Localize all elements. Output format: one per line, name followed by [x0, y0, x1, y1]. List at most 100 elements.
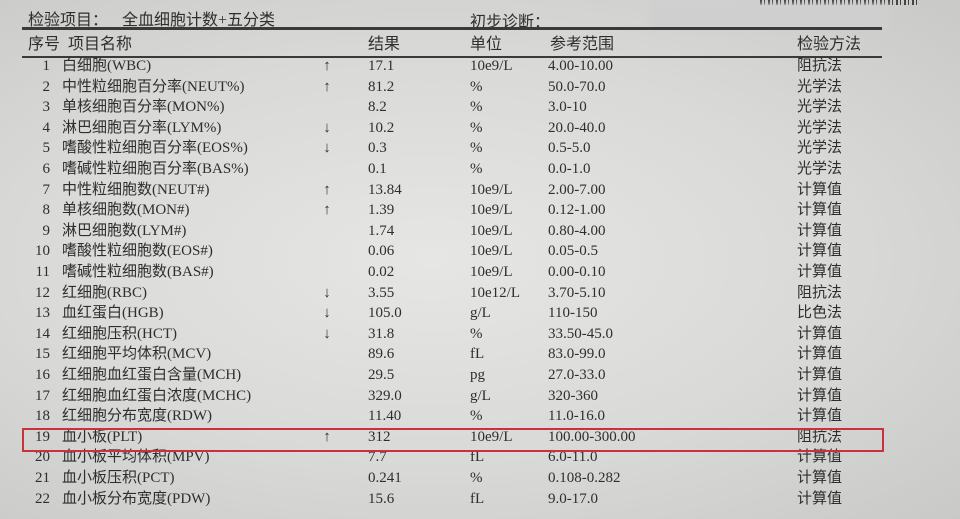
cell-idx: 11: [35, 264, 50, 280]
cell-unit: 10e9/L: [470, 58, 513, 74]
cell-name: 中性粒细胞数(NEUT#): [62, 181, 210, 198]
table-row: 16 红细胞血红蛋白含量(MCH) 29.5 pg 27.0-33.0 计算值: [0, 365, 960, 385]
col-unit-header: 单位: [470, 36, 503, 53]
cell-unit: fL: [470, 449, 485, 466]
cell-name: 血小板平均体积(MPV): [62, 449, 210, 466]
highlight-box-plt: [22, 428, 884, 452]
cell-result: 10.2: [368, 119, 395, 136]
cell-result: 312: [368, 428, 391, 445]
cell-name: 嗜酸性粒细胞数(EOS#): [62, 243, 213, 260]
arrow-up-icon: ↑: [323, 58, 331, 74]
header-rule: [22, 56, 882, 58]
cell-method: 阻抗法: [797, 284, 843, 301]
cell-result: 8.2: [368, 99, 387, 116]
col-method-header: 检验方法: [797, 36, 862, 53]
table-row: 11 嗜碱性粒细胞数(BAS#) 0.02 10e9/L 0.00-0.10 计算值: [0, 262, 960, 282]
cell-idx: 13: [35, 305, 50, 322]
cell-result: 0.02: [368, 264, 395, 280]
cell-method: 计算值: [797, 202, 843, 219]
cell-range: 0.108-0.282: [548, 470, 621, 486]
cell-method: 阻抗法: [797, 428, 843, 445]
cell-method: 计算值: [797, 490, 843, 507]
cell-range: 33.50-45.0: [548, 325, 613, 342]
cell-result: 3.55: [368, 284, 395, 301]
table-row: 14 红细胞压积(HCT) ↓ 31.8% 33.50-45.0 计算值: [0, 324, 960, 344]
table-row: 22 血小板分布宽度(PDW) 15.6 fL 9.0-17.0 计算值: [0, 489, 960, 509]
cell-name: 红细胞血红蛋白含量(MCH): [62, 367, 242, 383]
cell-idx: 12: [35, 284, 50, 301]
column-header-row: 序号 项目名称 结果 单位 参考范围 检验方法: [0, 35, 960, 55]
test-item-value: 全血细胞计数+五分类: [122, 12, 276, 29]
cell-range: 0.0-1.0: [548, 161, 591, 177]
cell-unit: fL: [470, 490, 485, 507]
arrow-up-icon: ↑: [323, 78, 331, 95]
cell-method: 计算值: [797, 470, 843, 486]
cell-range: 0.12-1.00: [548, 202, 606, 219]
table-row: 4 淋巴细胞百分率(LYM%) ↓ 10.2% 20.0-40.0 光学法: [0, 118, 960, 138]
cell-range: 9.0-17.0: [548, 490, 598, 507]
col-index-header: 序号: [28, 36, 61, 53]
cell-idx: 5: [42, 140, 51, 157]
cell-unit: %: [470, 99, 483, 116]
cell-idx: 17: [35, 387, 50, 404]
test-item-label: 检验项目：: [28, 12, 109, 29]
cell-name: 嗜碱性粒细胞百分率(BAS%): [62, 161, 249, 177]
cell-method: 计算值: [797, 264, 843, 280]
cell-method: 计算值: [797, 181, 843, 198]
cell-method: 光学法: [797, 99, 843, 116]
cell-range: 4.00-10.00: [548, 58, 613, 74]
arrow-down-icon: ↓: [323, 140, 331, 157]
cell-idx: 1: [42, 58, 51, 74]
cell-unit: g/L: [470, 387, 491, 404]
cell-name: 淋巴细胞数(LYM#): [62, 222, 187, 239]
cell-range: 83.0-99.0: [548, 346, 606, 363]
table-row: 9 淋巴细胞数(LYM#) 1.74 10e9/L 0.80-4.00 计算值: [0, 221, 960, 241]
table-row: 18 红细胞分布宽度(RDW) 11.40% 11.0-16.0 计算值: [0, 406, 960, 426]
cell-name: 单核细胞数(MON#): [62, 202, 190, 219]
cell-unit: %: [470, 408, 483, 425]
cell-name: 血红蛋白(HGB): [62, 305, 164, 322]
cell-range: 50.0-70.0: [548, 78, 606, 95]
cell-unit: %: [470, 325, 483, 342]
arrow-up-icon: ↑: [323, 428, 331, 445]
cell-method: 计算值: [797, 367, 843, 383]
cell-method: 计算值: [797, 408, 843, 425]
cell-range: 320-360: [548, 387, 598, 404]
cell-name: 嗜酸性粒细胞百分率(EOS%): [62, 140, 248, 157]
cell-range: 27.0-33.0: [548, 367, 606, 383]
cell-range: 2.00-7.00: [548, 181, 606, 198]
cell-name: 中性粒细胞百分率(NEUT%): [62, 78, 245, 95]
col-result-header: 结果: [368, 36, 401, 53]
cell-result: 0.06: [368, 243, 395, 260]
cell-unit: %: [470, 119, 483, 136]
cell-result: 17.1: [368, 58, 395, 74]
cell-idx: 7: [42, 181, 51, 198]
cell-range: 0.05-0.5: [548, 243, 598, 260]
cell-unit: 10e9/L: [470, 428, 513, 445]
cell-name: 血小板(PLT): [62, 428, 143, 445]
cell-name: 红细胞(RBC): [62, 284, 148, 301]
cell-idx: 14: [35, 325, 50, 342]
diagnosis-label: 初步诊断：: [470, 14, 551, 31]
cell-idx: 6: [42, 161, 51, 177]
table-row: 19 血小板(PLT) ↑ 312 10e9/L 100.00-300.00 阻抗法: [0, 427, 960, 447]
table-row: 13 血红蛋白(HGB) ↓ 105.0 g/L 110-150 比色法: [0, 303, 960, 323]
cell-idx: 16: [35, 367, 50, 383]
cell-name: 红细胞压积(HCT): [62, 325, 177, 342]
table-row: 12 红细胞(RBC) ↓ 3.55 10e12/L 3.70-5.10 阻抗法: [0, 283, 960, 303]
redacted-area: [650, 4, 890, 30]
arrow-up-icon: ↑: [323, 181, 331, 198]
cell-range: 11.0-16.0: [548, 408, 605, 425]
table-row: 1 白细胞(WBC) ↑ 17.1 10e9/L 4.00-10.00 阻抗法: [0, 56, 960, 76]
cell-result: 89.6: [368, 346, 395, 363]
cell-idx: 9: [42, 222, 51, 239]
cell-name: 白细胞(WBC): [62, 58, 152, 74]
cell-result: 15.6: [368, 490, 395, 507]
cell-name: 红细胞平均体积(MCV): [62, 346, 212, 363]
cell-result: 11.40: [368, 408, 402, 425]
cell-idx: 20: [35, 449, 50, 466]
cell-range: 100.00-300.00: [548, 428, 636, 445]
cell-result: 13.84: [368, 181, 402, 198]
arrow-down-icon: ↓: [323, 325, 331, 342]
cell-range: 0.80-4.00: [548, 222, 606, 239]
